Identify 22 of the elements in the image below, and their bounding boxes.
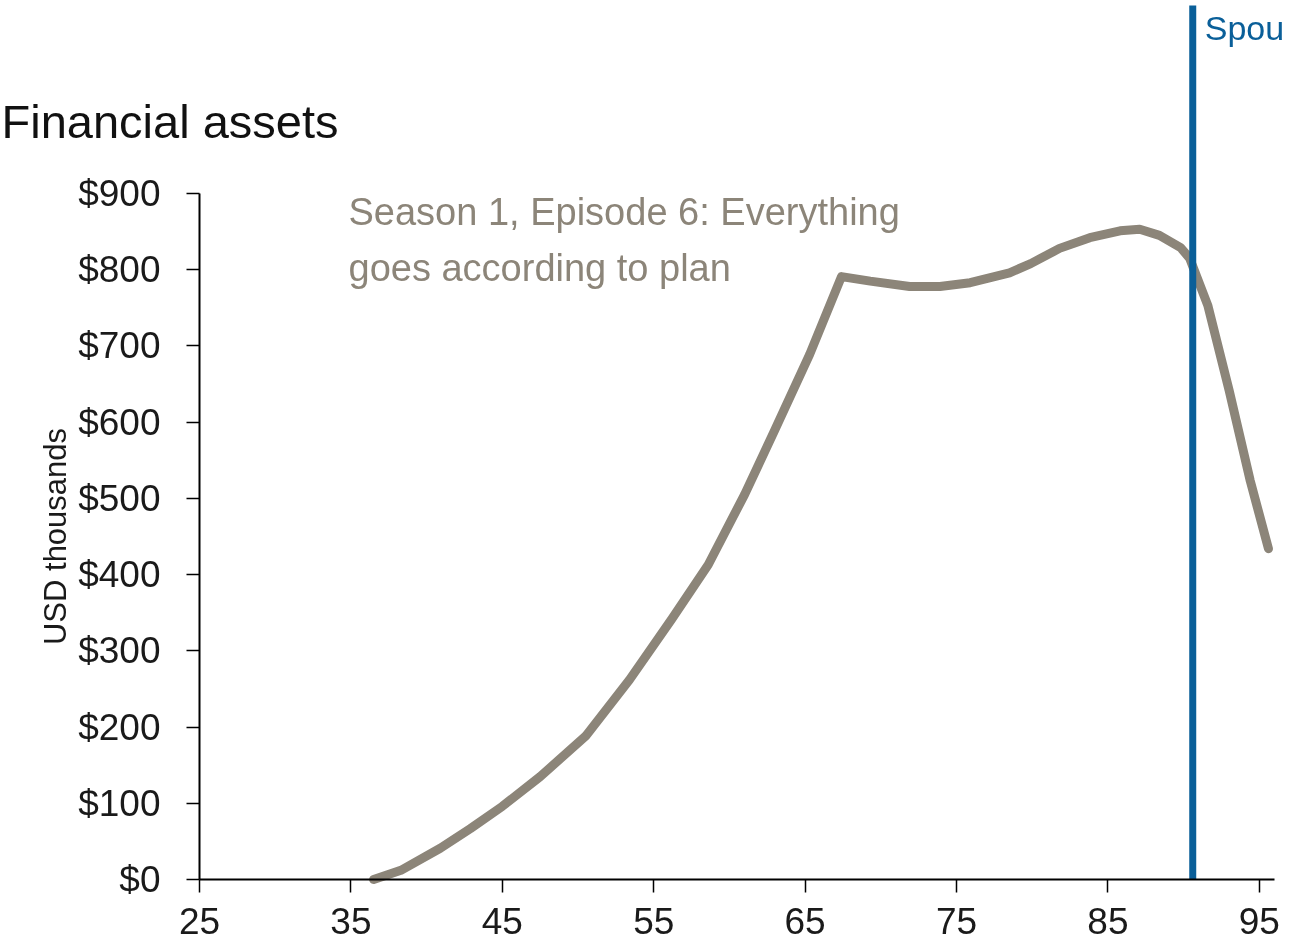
y-axis-title: USD thousands [38, 427, 74, 646]
y-tick-label: $400 [78, 554, 161, 596]
x-tick-label: 35 [330, 900, 372, 942]
y-tick-label: $700 [78, 325, 161, 367]
y-tick-label: $800 [78, 249, 161, 291]
chart-title: Financial assets [1, 94, 339, 148]
x-tick-label: 95 [1238, 900, 1280, 942]
x-tick-label: 75 [935, 900, 978, 942]
y-tick-label: $600 [78, 401, 161, 443]
x-tick-label: 65 [784, 900, 826, 942]
series-label: Season 1, Episode 6: Everything goes according to plan [348, 190, 900, 290]
y-tick-label: $0 [119, 859, 161, 900]
y-tick-label: $500 [78, 477, 161, 519]
y-tick-label: $100 [78, 782, 161, 824]
ref-line-label: Spou [1204, 8, 1285, 47]
x-tick-label: 55 [633, 900, 675, 942]
x-tick-label: 25 [178, 900, 221, 942]
y-tick-label: $300 [78, 630, 161, 672]
x-tick-label: 85 [1087, 900, 1129, 942]
y-tick-label: $200 [78, 706, 161, 748]
x-tick-label: 45 [481, 900, 523, 942]
y-tick-label: $900 [78, 173, 161, 214]
